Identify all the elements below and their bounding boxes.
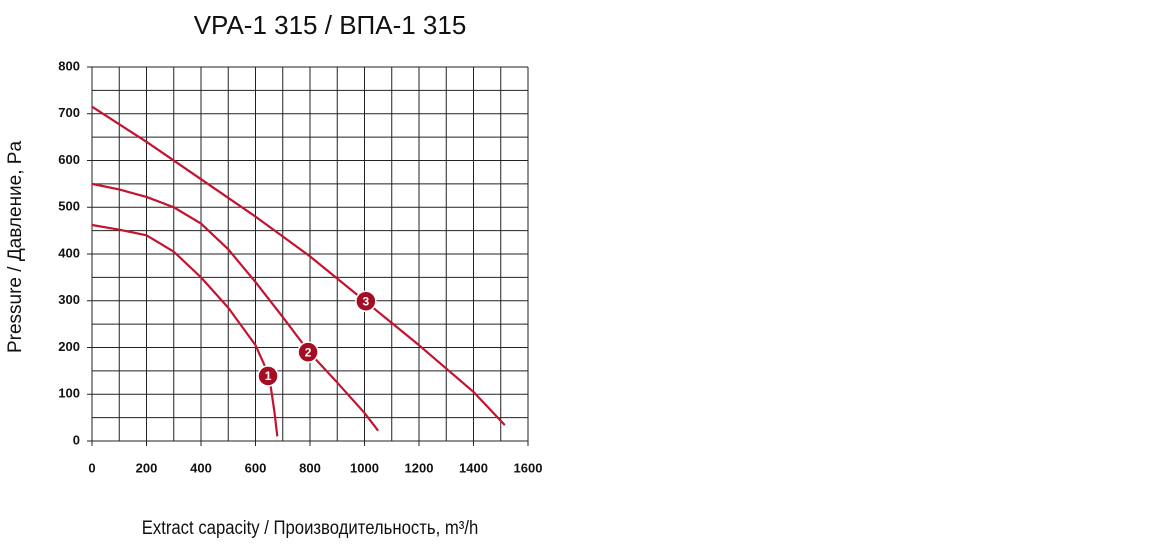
y-tick-label: 100 [58,386,80,401]
x-tick-label: 800 [299,460,321,475]
curve-marker [257,365,279,387]
x-tick-label: 0 [88,460,95,475]
x-tick-label: 1600 [514,460,543,475]
y-tick-label: 700 [58,105,80,120]
y-tick-label: 800 [58,58,80,73]
chart-title: VPA-1 315 / ВПА-1 315 [194,10,467,40]
curve-marker [355,290,377,312]
y-tick-label: 400 [58,245,80,260]
x-tick-label: 1200 [405,460,434,475]
x-tick-label: 1000 [350,460,379,475]
curve [91,223,279,437]
x-axis-label: Extract capacity / Производительность, m… [142,517,479,538]
curve-marker-label: 3 [363,294,370,308]
curve [91,182,379,432]
x-tick-label: 600 [245,460,267,475]
y-tick-label: 500 [58,199,80,214]
y-tick-label: 0 [73,432,80,447]
y-tick-label: 300 [58,292,80,307]
y-axis-label: Pressure / Давление, Pa [5,141,26,354]
x-tick-label: 200 [136,460,158,475]
y-tick-label: 200 [58,339,80,354]
x-tick-label: 1400 [459,460,488,475]
x-tick-label: 400 [190,460,212,475]
y-tick-label: 600 [58,152,80,167]
curve-marker [297,341,319,363]
curve-marker-label: 1 [265,369,272,383]
curve [91,105,506,426]
curve-marker-label: 2 [305,345,312,359]
